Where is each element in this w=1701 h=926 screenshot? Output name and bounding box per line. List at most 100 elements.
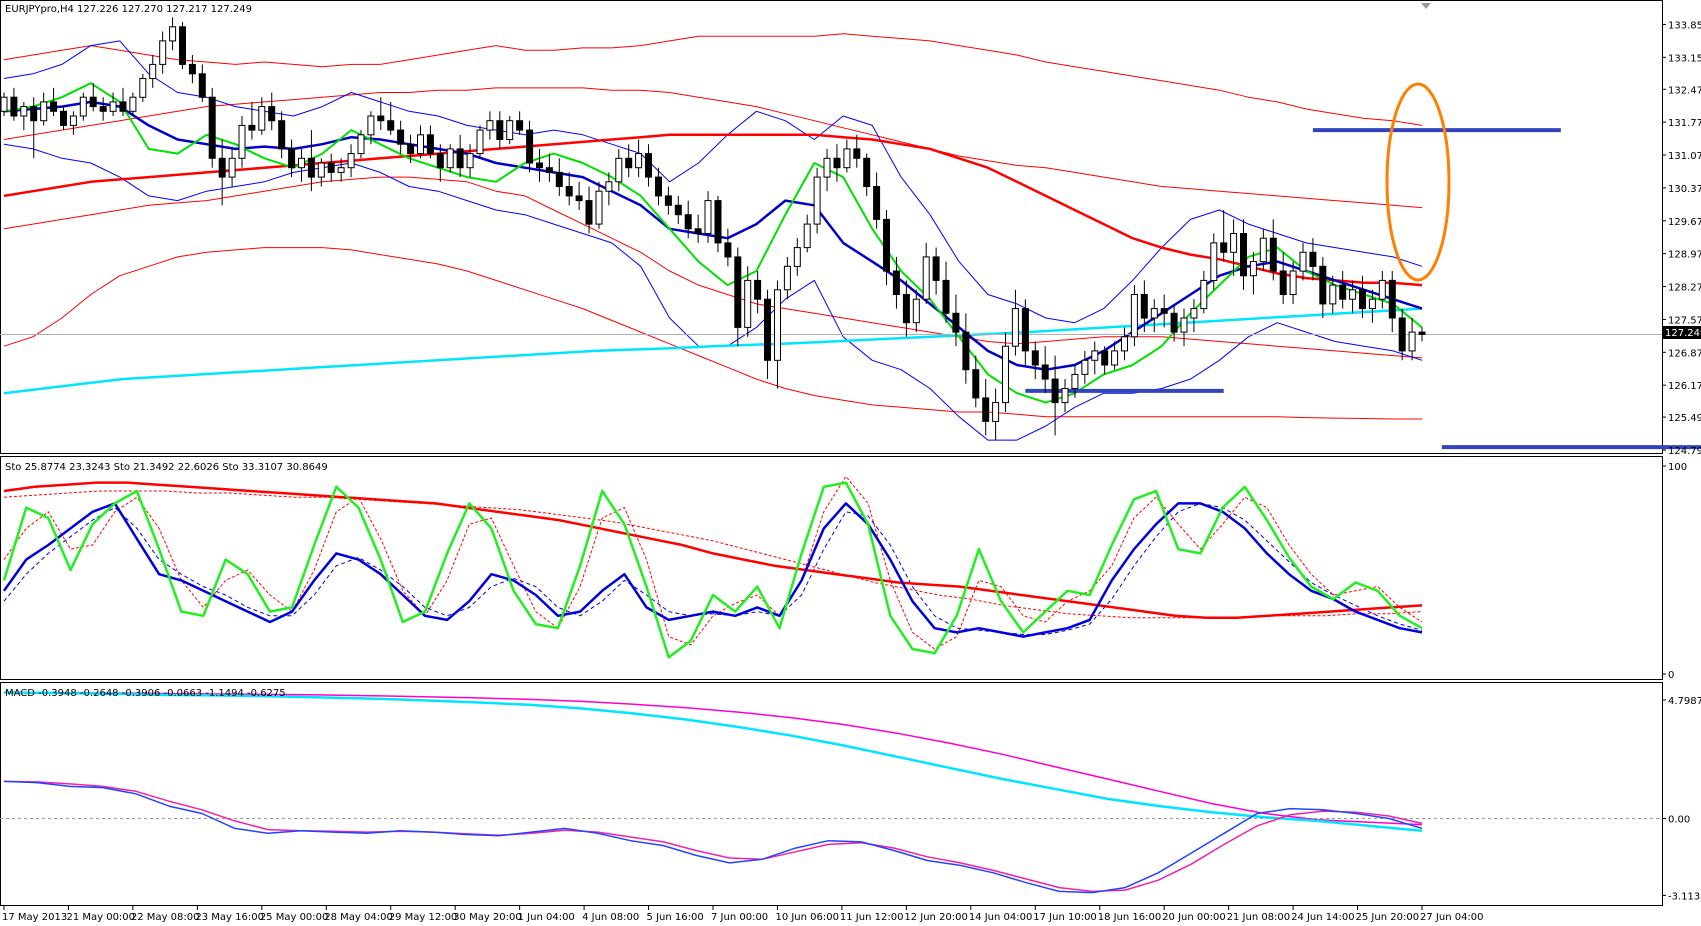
candle-body <box>516 120 524 131</box>
price-axis-label: 128.270 <box>1668 283 1701 294</box>
macd-cyan-line <box>3 691 1423 833</box>
stochastic-green-main-line <box>2 481 1423 659</box>
candle-body <box>179 26 186 65</box>
candle-body <box>803 223 811 249</box>
candle-body <box>50 101 58 112</box>
candle-body <box>486 120 494 131</box>
candle-body <box>446 148 454 169</box>
candle-body <box>456 148 464 169</box>
candle-body <box>298 157 305 169</box>
price-indicator-lines <box>0 33 1662 441</box>
candle-body <box>1309 251 1317 267</box>
stochastic-fast-signal-line <box>3 475 1423 650</box>
candle-body <box>833 157 841 169</box>
stochastic-axis-label: 100 <box>1668 462 1687 473</box>
price-axis-label: 133.850 <box>1668 20 1701 31</box>
time-axis-label: 7 Jun 00:00 <box>711 912 768 923</box>
candle-body <box>823 157 831 178</box>
macd-magenta-line <box>3 691 1423 826</box>
price-axis-label: 129.670 <box>1668 217 1701 228</box>
candle-body <box>1150 308 1158 319</box>
candle-body <box>1061 388 1069 404</box>
envelope-lower-inner-line <box>3 176 1423 359</box>
candle-body <box>357 134 365 155</box>
candle-body <box>992 402 1000 422</box>
candle-body <box>942 279 950 314</box>
candle-body <box>605 181 613 192</box>
candle-body <box>1071 373 1079 389</box>
candle-body <box>426 134 434 155</box>
candle-body <box>1140 294 1148 319</box>
candle-body <box>813 176 821 225</box>
highlight-ellipse <box>1385 82 1451 282</box>
candle-body <box>109 101 117 112</box>
time-axis-label: 28 May 04:00 <box>324 912 393 923</box>
candle-body <box>1130 294 1138 338</box>
time-axis-label: 1 Jun 04:00 <box>518 912 575 923</box>
candle-body <box>218 157 226 178</box>
candle-body <box>1299 251 1307 272</box>
candle-body <box>387 120 395 131</box>
candle-body <box>1101 350 1109 366</box>
macd-header: MACD -0.3948 -0.2648 -0.3906 -0.0663 -1.… <box>5 688 286 699</box>
candle-body <box>1081 359 1089 375</box>
candle-body <box>536 162 543 169</box>
candle-body <box>1249 261 1257 277</box>
candle-body <box>1011 308 1019 347</box>
candle-body <box>883 218 890 272</box>
price-axis-label: 131.770 <box>1668 118 1701 129</box>
time-axis-label: 12 Jun 20:00 <box>904 912 968 923</box>
stochastic-panel: Sto 25.8774 23.3243 Sto 21.3492 22.6026 … <box>0 456 1687 681</box>
candle-body <box>873 186 881 220</box>
candle-body <box>10 96 18 117</box>
stochastic-blue-signal-line <box>3 502 1423 635</box>
stochastic-axis: 100 0 <box>1662 462 1687 681</box>
candle-body <box>615 157 623 183</box>
price-axis-label: 125.490 <box>1668 413 1701 424</box>
candle-body <box>288 148 296 169</box>
candle-body <box>1398 317 1406 352</box>
candle-body <box>476 129 484 155</box>
time-axis-label: 11 Jun 12:00 <box>840 912 904 923</box>
envelope-lower-outer-line <box>3 247 1422 420</box>
stochastic-red-main-line <box>3 481 1423 620</box>
candle-body <box>466 153 474 169</box>
candle-body <box>1180 317 1188 333</box>
candle-body <box>417 134 424 155</box>
candle-body <box>714 200 722 244</box>
time-axis-label: 14 Jun 04:00 <box>969 912 1033 923</box>
candle-body <box>1210 242 1218 281</box>
candle-body <box>198 73 206 98</box>
candle-body <box>506 120 514 140</box>
candle-body <box>684 214 692 230</box>
candle-body <box>278 120 286 150</box>
candle-body <box>783 265 791 291</box>
candle-body <box>912 298 920 324</box>
blue-moving-average-line <box>3 100 1423 371</box>
candle-body <box>843 148 851 169</box>
candle-body <box>1021 308 1029 352</box>
time-axis-label: 30 May 20:00 <box>453 912 522 923</box>
candle-body <box>922 256 930 300</box>
candle-body <box>972 369 980 399</box>
price-axis-label: 126.170 <box>1668 381 1701 392</box>
price-axis-label: 133.150 <box>1668 53 1701 64</box>
candle-body <box>655 176 662 197</box>
time-axis-label: 20 Jun 00:00 <box>1162 912 1226 923</box>
candle-body <box>565 186 573 197</box>
candle-body <box>129 96 137 112</box>
candle-body <box>159 40 167 65</box>
candle-body <box>526 129 534 164</box>
candle-body <box>1190 308 1198 319</box>
price-header: EURJPYpro,H4 127.226 127.270 127.217 127… <box>5 4 252 15</box>
candle-body <box>496 120 504 140</box>
candle-body <box>30 106 38 122</box>
candle-body <box>1111 350 1119 366</box>
candle-body <box>1002 345 1009 404</box>
candle-body <box>1230 233 1238 253</box>
price-axis-label: 132.470 <box>1668 85 1701 96</box>
candle-body <box>645 153 652 178</box>
candle-body <box>79 96 87 117</box>
